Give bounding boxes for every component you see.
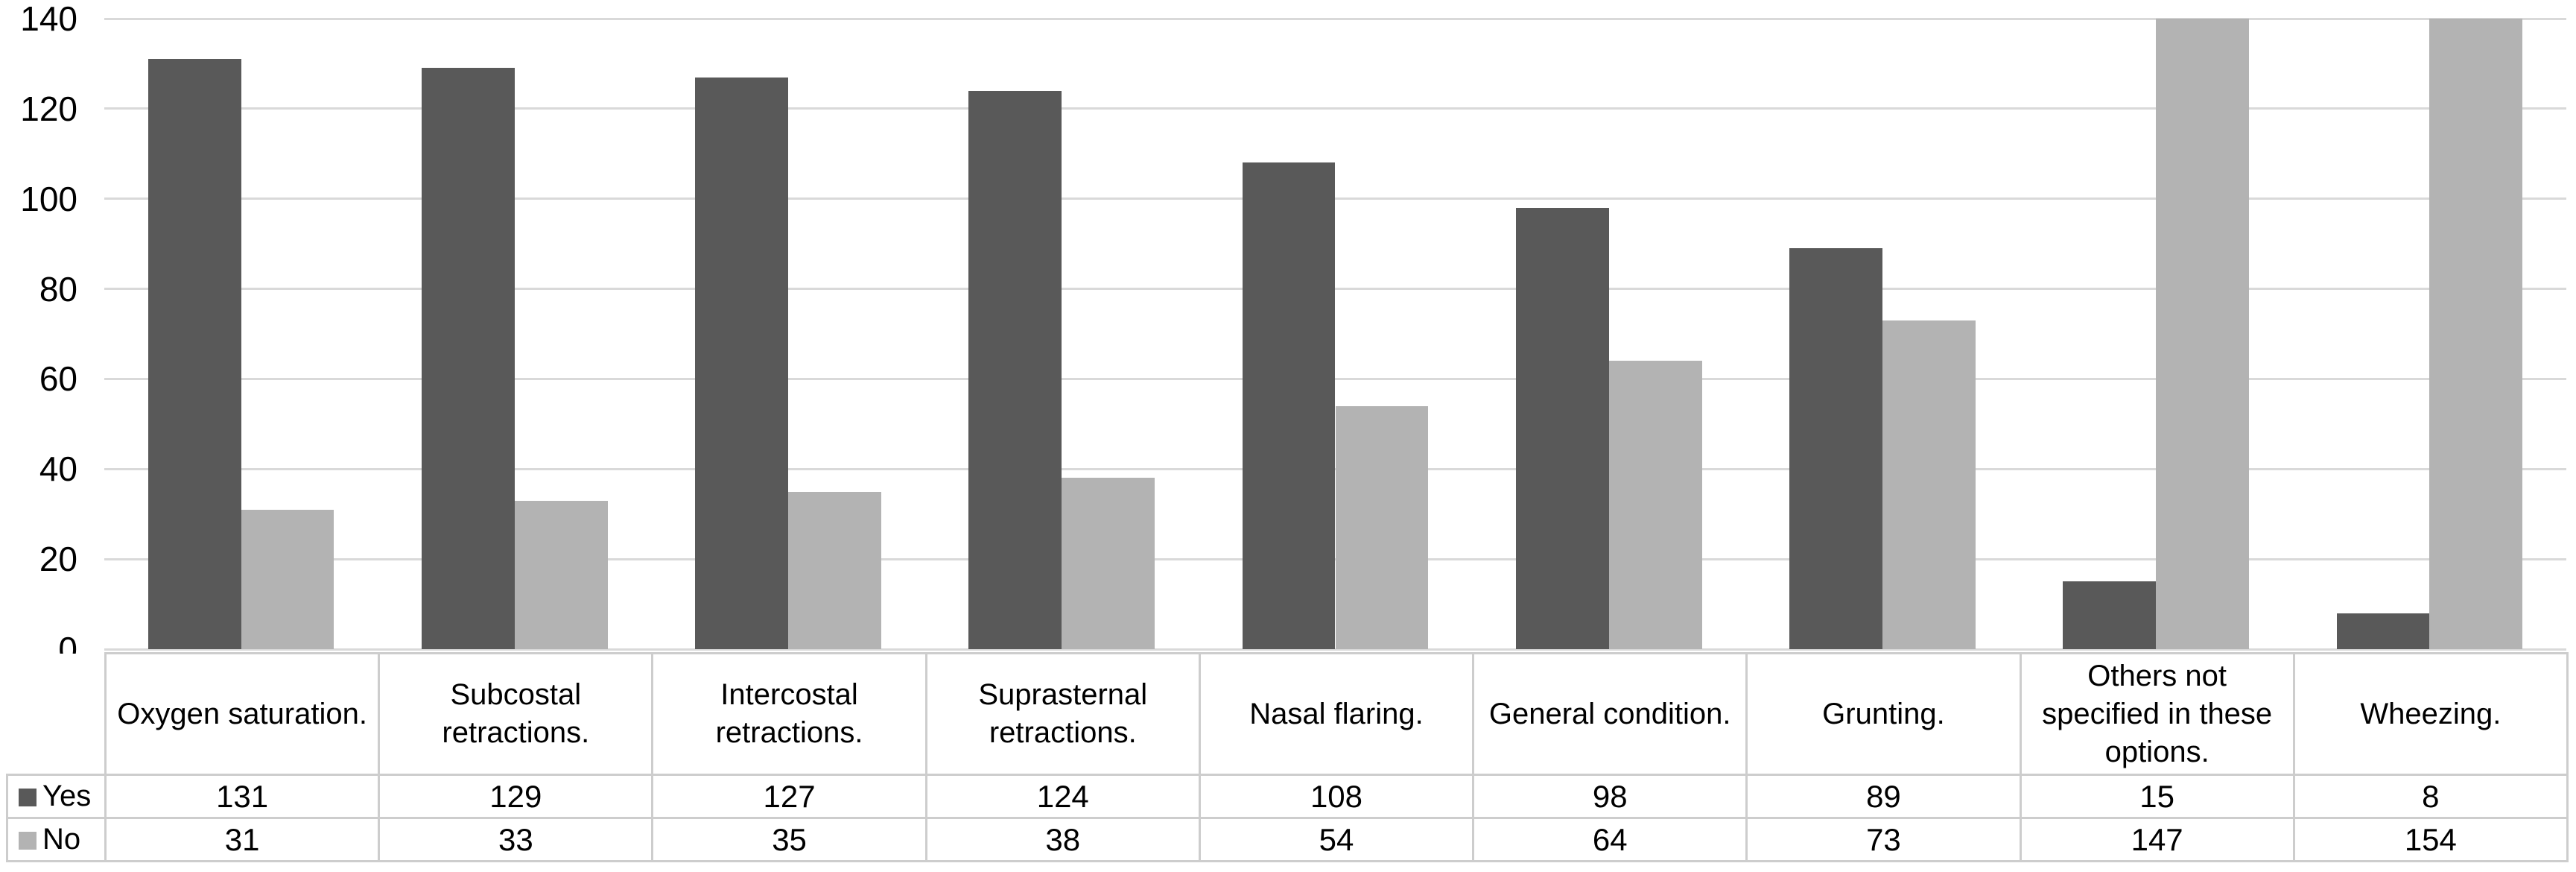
category-label-5: Nasal flaring. (1198, 651, 1475, 777)
y-axis: 0 20 40 60 80 100 120 140 (0, 0, 77, 674)
value-yes-category-5: 108 (1198, 774, 1475, 820)
legend-cell-no: No (6, 817, 107, 863)
value-yes-category-6: 98 (1472, 774, 1748, 820)
table-row-yes: Yes 131 129 127 124 108 98 89 15 8 (6, 774, 2569, 820)
bar-yes-category-9 (2336, 613, 2430, 649)
bar-no-category-9 (2429, 19, 2523, 649)
value-no-category-9: 154 (2292, 817, 2569, 863)
category-label-9: Wheezing. (2292, 651, 2569, 777)
value-no-category-4: 38 (924, 817, 1201, 863)
legend-cell-yes: Yes (6, 774, 107, 820)
value-no-category-1: 31 (104, 817, 381, 863)
y-axis-tick-label-20: 20 (39, 540, 77, 579)
category-label-4: Suprasternal retractions. (924, 651, 1201, 777)
bar-yes-category-7 (1789, 248, 1882, 649)
bar-yes-category-1 (147, 59, 241, 649)
bar-no-category-7 (1882, 320, 1976, 649)
bar-yes-category-4 (968, 90, 1062, 649)
gridline-y-140 (104, 17, 2566, 20)
legend-swatch-yes-icon (19, 789, 37, 807)
y-axis-tick-label-100: 100 (20, 179, 77, 218)
value-yes-category-3: 127 (651, 774, 927, 820)
value-no-category-2: 33 (378, 817, 654, 863)
gridline-y-0 (104, 648, 2566, 651)
bar-no-category-3 (788, 491, 881, 649)
value-no-category-5: 54 (1198, 817, 1475, 863)
category-label-7: Grunting. (1745, 651, 2022, 777)
table-corner-cell (7, 653, 106, 775)
value-yes-category-7: 89 (1745, 774, 2022, 820)
y-axis-tick-label-40: 40 (39, 449, 77, 489)
bar-yes-category-2 (421, 68, 515, 649)
y-axis-tick-label-80: 80 (39, 269, 77, 309)
value-yes-category-2: 129 (378, 774, 654, 820)
y-axis-tick-label-60: 60 (39, 359, 77, 399)
bar-yes-category-5 (1242, 162, 1336, 649)
bar-no-category-1 (241, 509, 334, 649)
y-axis-tick-label-120: 120 (20, 89, 77, 128)
table-row-no: No 31 33 35 38 54 64 73 147 154 (6, 817, 2569, 863)
bar-no-category-8 (2156, 19, 2249, 649)
category-label-2: Subcostal retractions. (378, 651, 654, 777)
category-label-3: Intercostal retractions. (651, 651, 927, 777)
gridline-y-100 (104, 198, 2566, 200)
bar-yes-category-8 (2063, 581, 2157, 649)
table-header-row: Oxygen saturation. Subcostal retractions.… (7, 651, 2569, 777)
bar-no-category-4 (1062, 478, 1155, 649)
value-no-category-6: 64 (1472, 817, 1748, 863)
value-no-category-8: 147 (2019, 817, 2295, 863)
category-label-6: General condition. (1472, 651, 1748, 777)
category-label-1: Oxygen saturation. (104, 651, 381, 777)
gridline-y-120 (104, 107, 2566, 110)
plot-area (104, 0, 2566, 651)
value-yes-category-1: 131 (104, 774, 381, 820)
legend-label-yes: Yes (42, 780, 92, 813)
value-yes-category-4: 124 (924, 774, 1201, 820)
value-no-category-7: 73 (1745, 817, 2022, 863)
value-yes-category-8: 15 (2019, 774, 2295, 820)
bar-no-category-2 (514, 500, 608, 649)
legend-label-no: No (42, 823, 81, 856)
bar-yes-category-3 (695, 77, 789, 649)
bar-no-category-6 (1608, 361, 1702, 649)
gridline-y-60 (104, 377, 2566, 380)
value-yes-category-9: 8 (2292, 774, 2569, 820)
gridline-y-80 (104, 288, 2566, 291)
legend-swatch-no-icon (19, 832, 37, 850)
bar-yes-category-6 (1515, 207, 1609, 649)
chart-data-table: Oxygen saturation. Subcostal retractions.… (6, 651, 2569, 863)
bar-no-category-5 (1335, 405, 1429, 649)
value-no-category-3: 35 (651, 817, 927, 863)
y-axis-tick-label-140: 140 (20, 0, 77, 38)
category-label-8: Others not specified in these options. (2019, 651, 2295, 777)
